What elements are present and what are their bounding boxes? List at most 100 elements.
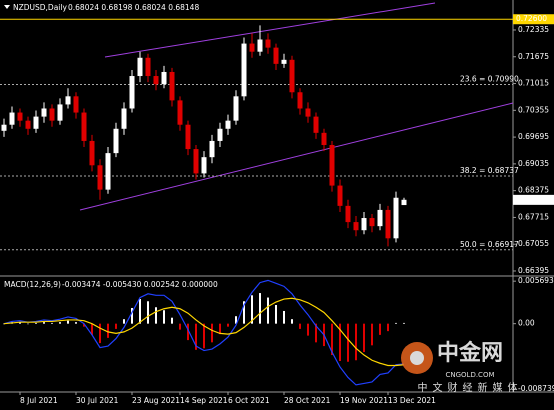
macd-histogram-bar bbox=[115, 323, 117, 329]
signal-line bbox=[3, 297, 405, 367]
macd-histogram-bar bbox=[139, 299, 141, 324]
macd-histogram-bar bbox=[251, 295, 253, 324]
site: CNGOLD.COM bbox=[445, 371, 494, 379]
macd-histogram-bar bbox=[267, 297, 269, 324]
candle-body bbox=[217, 128, 223, 141]
candle-body bbox=[385, 209, 391, 239]
x-tick-label: 19 Nov 2021 bbox=[340, 396, 388, 405]
candle-body bbox=[377, 209, 383, 227]
candle-body bbox=[113, 128, 119, 154]
macd-histogram-bar bbox=[299, 323, 301, 329]
candle-body bbox=[1, 124, 7, 131]
macd-histogram-bar bbox=[315, 323, 317, 343]
fib-label: 23.6 = 0.70990 bbox=[460, 75, 519, 84]
candle-body bbox=[305, 108, 311, 117]
candle-body bbox=[9, 112, 15, 125]
macd-histogram-bar bbox=[243, 301, 245, 324]
macd-title: MACD(12,26,9) bbox=[4, 280, 61, 289]
x-tick-label: 14 Sep 2021 bbox=[180, 396, 228, 405]
candle-body bbox=[401, 199, 407, 206]
macd-histogram-bar bbox=[275, 305, 277, 324]
macd-histogram-bar bbox=[67, 320, 69, 324]
macd-histogram-bar bbox=[107, 323, 109, 338]
macd-y-tick-label: 0.005693 bbox=[518, 276, 554, 285]
macd-histogram-bar bbox=[339, 323, 341, 362]
slogan: 中文财经新媒体 bbox=[418, 381, 523, 394]
macd-readout: -0.003474 -0.005430 0.002542 0.000000 bbox=[62, 280, 218, 289]
candle-body bbox=[393, 197, 399, 239]
candle-body bbox=[369, 218, 375, 227]
macd-histogram-bar bbox=[307, 323, 309, 336]
candle-body bbox=[345, 205, 351, 223]
fib-label: 50.0 = 0.66917 bbox=[460, 240, 519, 249]
candle-body bbox=[97, 165, 103, 190]
resistance-label: 0.72600 bbox=[516, 14, 547, 23]
macd-histogram-bar bbox=[363, 323, 365, 353]
macd-histogram-bar bbox=[171, 317, 173, 324]
candle-body bbox=[289, 59, 295, 93]
symbol-title: NZDUSD,Daily bbox=[13, 3, 67, 12]
macd-histogram-bar bbox=[3, 323, 5, 325]
macd-histogram-bar bbox=[187, 323, 189, 341]
menu-arrow bbox=[4, 5, 10, 9]
candle-body bbox=[233, 96, 239, 121]
y-tick-label: 0.69035 bbox=[518, 159, 549, 168]
y-tick-label: 0.72335 bbox=[518, 25, 549, 34]
macd-histogram-bar bbox=[355, 323, 357, 361]
macd-histogram-bar bbox=[99, 323, 101, 344]
candle-body bbox=[49, 108, 55, 121]
ohlc-readout: 0.68024 0.68198 0.68024 0.68148 bbox=[68, 3, 199, 12]
y-tick-label: 0.70355 bbox=[518, 105, 549, 114]
macd-histogram-bar bbox=[163, 310, 165, 324]
y-tick-label: 0.67715 bbox=[518, 212, 549, 221]
candle-body bbox=[321, 132, 327, 146]
y-tick-label: 0.71015 bbox=[518, 79, 549, 88]
macd-histogram-bar bbox=[131, 307, 133, 324]
last-price-label: 0.68148 bbox=[516, 195, 547, 204]
candle-body bbox=[137, 57, 143, 77]
candle-body bbox=[65, 96, 71, 105]
candle-body bbox=[161, 71, 167, 85]
macd-histogram-bar bbox=[147, 301, 149, 324]
candle-body bbox=[105, 153, 111, 190]
candle-body bbox=[153, 76, 159, 85]
candle-body bbox=[25, 120, 31, 129]
macd-histogram-bar bbox=[19, 322, 21, 324]
candle-body bbox=[297, 92, 303, 109]
macd-histogram-bar bbox=[395, 322, 397, 324]
candle-body bbox=[361, 218, 367, 231]
candle-body bbox=[281, 59, 287, 64]
macd-histogram-bar bbox=[123, 319, 125, 324]
candle-body bbox=[169, 71, 175, 101]
macd-histogram-bar bbox=[379, 323, 381, 335]
candle-body bbox=[17, 112, 23, 121]
macd-histogram-bar bbox=[331, 323, 333, 356]
macd-histogram-bar bbox=[27, 323, 29, 325]
y-tick-label: 0.68375 bbox=[518, 186, 549, 195]
macd-line bbox=[3, 279, 405, 386]
macd-histogram-bar bbox=[371, 323, 373, 346]
macd-histogram-bar bbox=[51, 322, 53, 324]
macd-histogram-bar bbox=[347, 323, 349, 362]
macd-histogram-bar bbox=[83, 323, 85, 327]
candle-body bbox=[337, 185, 343, 206]
candle-body bbox=[33, 116, 39, 129]
candle-body bbox=[329, 145, 335, 186]
candle-body bbox=[145, 57, 151, 77]
candle-body bbox=[57, 104, 63, 121]
brand: 中金网 bbox=[437, 340, 503, 366]
candle-body bbox=[73, 96, 79, 113]
x-tick-label: 8 Jul 2021 bbox=[20, 396, 58, 405]
macd-histogram-bar bbox=[75, 322, 77, 324]
candle-body bbox=[193, 149, 199, 174]
candle-body bbox=[353, 222, 359, 231]
x-tick-label: 28 Oct 2021 bbox=[284, 396, 331, 405]
candle-body bbox=[241, 43, 247, 97]
macd-histogram-bar bbox=[35, 322, 37, 324]
candle-body bbox=[225, 120, 231, 129]
macd-histogram-bar bbox=[235, 316, 237, 324]
channel-upper bbox=[104, 2, 436, 58]
macd-histogram-bar bbox=[91, 323, 93, 335]
candle-body bbox=[201, 157, 207, 174]
